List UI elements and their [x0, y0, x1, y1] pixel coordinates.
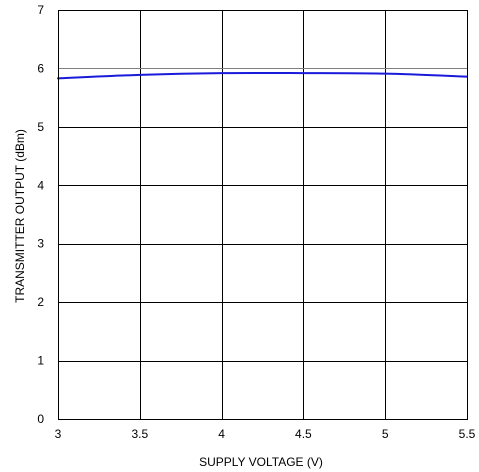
x-tick-label: 3	[55, 427, 62, 441]
plot-frame-group	[57, 9, 469, 421]
plot-frame	[57, 9, 469, 421]
y-tick-label: 0	[37, 412, 44, 426]
y-tick-label: 1	[37, 354, 44, 368]
y-tick-label: 4	[37, 178, 44, 192]
series-group	[57, 71, 468, 80]
y-tick-label: 2	[37, 295, 44, 309]
y-axis-title: TRANSMITTER OUTPUT (dBm)	[13, 129, 27, 303]
x-tick-label: 4	[218, 427, 225, 441]
series-line	[57, 71, 468, 80]
x-axis-tick-labels: 3 3.5 4 4.5 5 5.5	[55, 427, 476, 441]
y-tick-label: 7	[37, 3, 44, 17]
grid	[58, 10, 468, 420]
y-tick-label: 6	[37, 61, 44, 75]
y-axis-tick-labels: 0 1 2 3 4 5 6 7	[37, 3, 44, 426]
y-tick-label: 5	[37, 120, 44, 134]
x-tick-label: 3.5	[131, 427, 148, 441]
y-tick-label: 3	[37, 237, 44, 251]
x-tick-label: 5.5	[459, 427, 476, 441]
x-axis-title: SUPPLY VOLTAGE (V)	[199, 455, 323, 469]
x-tick-label: 4.5	[295, 427, 312, 441]
x-tick-label: 5	[382, 427, 389, 441]
